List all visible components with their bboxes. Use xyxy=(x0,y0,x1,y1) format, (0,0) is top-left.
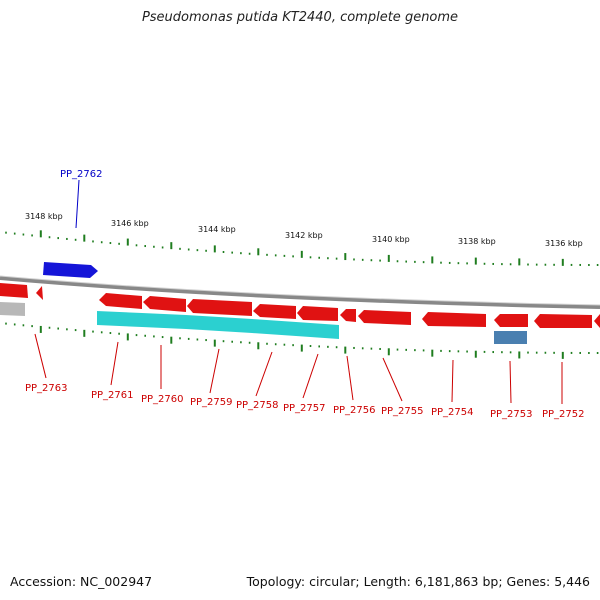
map-title: Pseudomonas putida KT2440, complete geno… xyxy=(141,10,459,25)
gene-leader xyxy=(34,333,47,379)
pseudo-feature-block[interactable] xyxy=(0,302,25,316)
gene-pp2759[interactable]: PP_2759 xyxy=(190,348,233,408)
backbone-line xyxy=(0,276,600,309)
rna-block[interactable] xyxy=(142,313,186,329)
gene-arrow[interactable] xyxy=(187,299,252,316)
gene-pp2760[interactable]: PP_2760 xyxy=(141,345,184,405)
gene-pp2755[interactable]: PP_2755 xyxy=(381,357,424,417)
gene-arrow[interactable] xyxy=(594,314,600,328)
scale-label: 3140 kbp xyxy=(372,235,410,244)
rna-block[interactable] xyxy=(252,319,296,336)
scale-label: 3136 kbp xyxy=(545,239,583,248)
gene-label: PP_2755 xyxy=(381,406,424,417)
rna-block[interactable] xyxy=(296,322,339,339)
gene-label: PP_2758 xyxy=(236,400,279,411)
rna-block[interactable] xyxy=(97,311,142,327)
gene-arrow[interactable] xyxy=(36,286,43,300)
gene-leader xyxy=(382,357,403,402)
scale-labels: 3148 kbp 3146 kbp 3144 kbp 3142 kbp 3140… xyxy=(25,212,583,248)
gene-label: PP_2756 xyxy=(333,405,376,416)
outer-tick-row xyxy=(5,230,599,266)
gene-pp2756[interactable]: PP_2756 xyxy=(333,355,376,416)
gene-leader xyxy=(110,341,119,386)
scale-label: 3146 kbp xyxy=(111,219,149,228)
gene-arrow[interactable] xyxy=(422,312,486,327)
gene-arrow[interactable] xyxy=(297,306,338,321)
gene-pp2754[interactable]: PP_2754 xyxy=(431,359,474,418)
scale-label: 3142 kbp xyxy=(285,231,323,240)
rna-features xyxy=(97,311,339,339)
gene-leader xyxy=(209,348,220,394)
scale-label: 3148 kbp xyxy=(25,212,63,221)
gene-arrow[interactable] xyxy=(143,296,186,312)
gene-arrow[interactable] xyxy=(534,314,592,328)
gene-leader xyxy=(346,355,354,401)
gene-pp2758[interactable]: PP_2758 xyxy=(236,351,279,411)
rna-block[interactable] xyxy=(186,315,252,333)
gene-pp2752[interactable]: PP_2752 xyxy=(542,362,585,420)
gene-label: PP_2759 xyxy=(190,397,233,408)
inner-tick-row xyxy=(5,322,599,359)
gene-label: PP_2760 xyxy=(141,394,184,405)
gene-leader xyxy=(302,353,319,399)
gene-leader xyxy=(451,359,454,403)
gene-label: PP_2752 xyxy=(542,409,585,420)
gene-label: PP_2757 xyxy=(283,403,326,414)
gene-arrow xyxy=(43,262,98,278)
gene-pp2753[interactable]: PP_2753 xyxy=(490,360,533,420)
gene-pp2762[interactable]: PP_2762 xyxy=(43,169,103,278)
scale-label: 3138 kbp xyxy=(458,237,496,246)
gene-leader xyxy=(75,179,80,229)
gene-leader xyxy=(255,351,273,397)
gene-label: PP_2763 xyxy=(25,383,68,394)
backbone-highlight xyxy=(0,275,600,306)
gene-arrow[interactable] xyxy=(99,293,142,309)
gene-arrow[interactable] xyxy=(0,283,28,298)
reverse-gene-labels: PP_2763 PP_2761 PP_2760 PP_2759 PP_2758 … xyxy=(25,333,585,420)
gene-label: PP_2753 xyxy=(490,409,533,420)
gene-arrow[interactable] xyxy=(340,309,356,322)
gene-pp2763[interactable]: PP_2763 xyxy=(25,333,68,394)
scale-label: 3144 kbp xyxy=(198,225,236,234)
gene-label: PP_2761 xyxy=(91,390,134,401)
gene-arrow[interactable] xyxy=(358,310,411,325)
genome-summary-text: Topology: circular; Length: 6,181,863 bp… xyxy=(246,574,590,589)
gene-pp2757[interactable]: PP_2757 xyxy=(283,353,326,414)
accession-text: Accession: NC_002947 xyxy=(10,574,153,589)
gene-label: PP_2754 xyxy=(431,407,474,418)
gene-leader xyxy=(509,360,512,404)
gene-arrow[interactable] xyxy=(494,314,528,327)
gene-label: PP_2762 xyxy=(60,169,103,180)
gene-pp2761[interactable]: PP_2761 xyxy=(91,341,134,401)
gene-arrow[interactable] xyxy=(253,304,296,319)
misc-feature-block[interactable] xyxy=(494,331,527,344)
reverse-strand-genes xyxy=(0,283,600,328)
